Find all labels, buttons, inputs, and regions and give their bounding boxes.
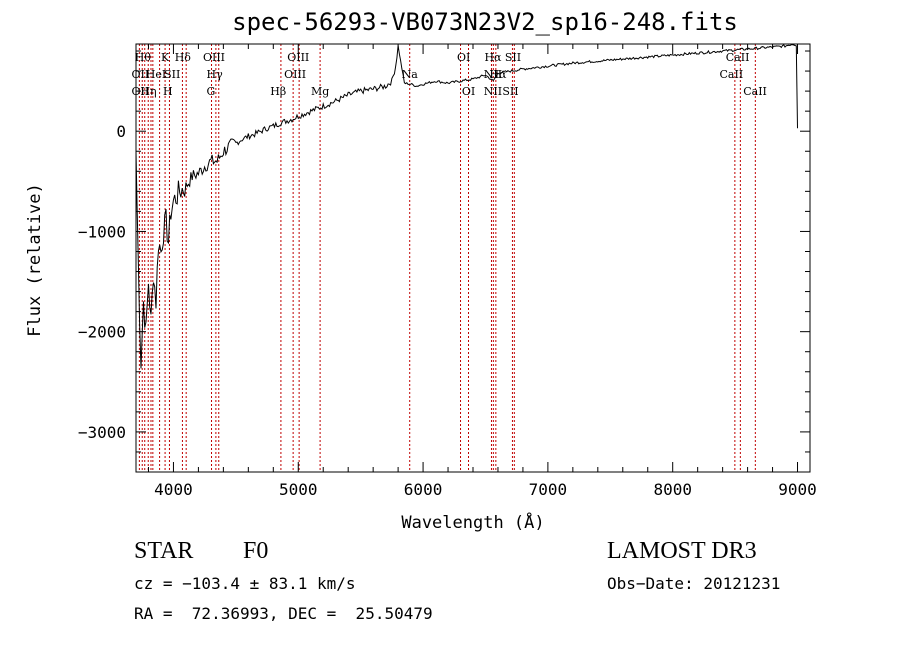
line-label: OI [462,85,475,98]
y-tick-label: 0 [116,122,126,141]
obs-date: Obs−Date: 20121231 [607,574,781,593]
line-label: Hη [140,85,156,98]
y-tick-label: −2000 [78,323,126,342]
line-label: Hδ [175,51,192,64]
line-label: OIII [287,51,309,64]
line-label: CaII [743,85,767,98]
line-label: CaII [720,68,744,81]
line-label: Na [402,68,419,81]
axis-ticks: 4000 5000 6000 7000 8000 9000 −3000 −2000 −1000 0 [78,44,817,499]
line-label: SII [502,85,518,98]
object-class: STAR [134,538,194,564]
line-label: K [161,51,170,64]
line-label: SII [164,68,180,81]
line-label: Hθ [135,51,152,64]
emission-line-markers [138,44,756,472]
line-label: Hγ [207,68,224,81]
line-label: Mg [311,85,329,98]
y-axis-label: Flux (relative) [25,183,45,337]
y-tick-label: −3000 [78,423,126,442]
redshift-readout: cz = −103.4 ± 83.1 km/s [134,574,356,593]
line-label: NII [484,85,502,98]
x-tick-label: 5000 [279,480,318,499]
coordinates: RA = 72.36993, DEC = 25.50479 [134,604,433,623]
line-label: OI [457,51,470,64]
x-tick-label: 6000 [404,480,443,499]
line-label: SII [505,51,521,64]
line-label: G [206,85,215,98]
plot-frame [135,43,811,473]
spectrum-line [135,44,798,369]
line-label: H [163,85,173,98]
chart-title: spec-56293-VB073N23V2_sp16-248.fits [232,8,738,36]
line-label: OIII [284,68,306,81]
line-label: Hα [484,51,502,64]
x-tick-label: 9000 [778,480,817,499]
survey-name: LAMOST DR3 [607,538,757,564]
x-tick-label: 8000 [653,480,692,499]
y-tick-label: −1000 [78,222,126,241]
line-label: OIII [203,51,225,64]
x-axis-label: Wavelength (Å) [401,511,544,533]
line-label: Hβ [270,85,286,98]
x-tick-label: 4000 [154,480,193,499]
object-subclass: F0 [243,538,269,564]
line-label: HeI [146,68,166,81]
x-tick-label: 7000 [529,480,568,499]
line-label: CaII [726,51,750,64]
